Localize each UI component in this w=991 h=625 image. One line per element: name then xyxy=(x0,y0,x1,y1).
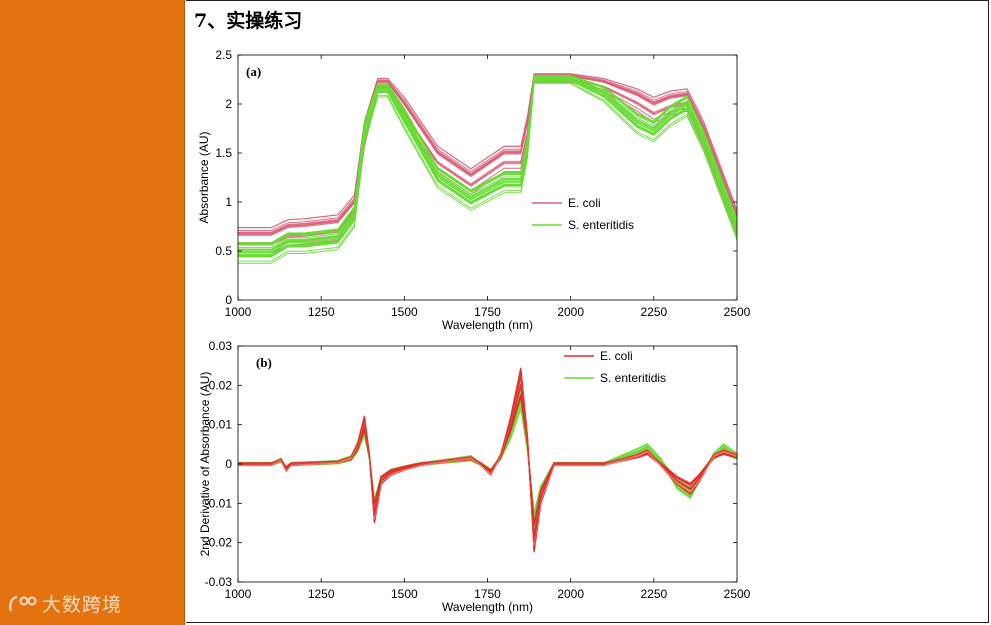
slide-title: 7、实操练习 xyxy=(194,10,303,32)
x-tick-label: 2500 xyxy=(724,305,751,319)
y-tick-label: 2 xyxy=(225,97,232,111)
y-tick-label: 0 xyxy=(225,457,232,471)
brand-logo-icon xyxy=(9,595,37,611)
x-tick-label: 1750 xyxy=(474,587,501,601)
x-tick-label: 1500 xyxy=(391,587,418,601)
x-tick-label: 1250 xyxy=(308,305,335,319)
x-tick-label: 2250 xyxy=(640,587,667,601)
series-0 xyxy=(238,73,738,254)
series-line xyxy=(238,384,738,534)
legend-entry: S. enteritidis xyxy=(568,218,634,232)
x-tick-label: 1750 xyxy=(474,305,501,319)
series-line xyxy=(238,77,738,249)
x-tick-label: 1250 xyxy=(308,587,335,601)
series-line xyxy=(238,396,738,520)
series-line xyxy=(238,391,738,523)
chart-panel-1: 1000 1250 1500 1750 2000 2250 2500 0 0.5 1 1.5 2 2.5… xyxy=(197,48,751,332)
chart-panel-2: 1000 1250 1500 1750 2000 2250 2500 -0.03 -0.02 -0… xyxy=(198,339,751,614)
series-line xyxy=(238,393,738,526)
series-line xyxy=(238,394,738,523)
series-line xyxy=(238,80,738,257)
series-line xyxy=(238,398,738,519)
series-line xyxy=(238,374,738,538)
series-line xyxy=(238,78,738,252)
x-tick-label: 1000 xyxy=(225,305,252,319)
series-line xyxy=(238,80,738,257)
series-line xyxy=(238,78,738,245)
y-tick-label: 0.02 xyxy=(209,378,233,392)
brand-logo: 大数跨境 xyxy=(8,590,122,617)
series-line xyxy=(238,397,738,519)
series-line xyxy=(238,368,738,550)
series-line xyxy=(238,80,738,258)
series-line xyxy=(238,377,738,542)
x-tick-label: 2000 xyxy=(557,305,584,319)
y-tick-label: -0.02 xyxy=(205,536,233,550)
series-line xyxy=(238,73,738,229)
series-line xyxy=(238,79,738,254)
y-tick-label: 1.5 xyxy=(215,146,232,160)
series-line xyxy=(238,385,738,531)
series-1 xyxy=(238,372,738,542)
legend-entry: S. enteritidis xyxy=(600,371,666,385)
y-axis-label: 2nd Derivative of Absorbance (AU) xyxy=(198,372,212,557)
series-line xyxy=(238,398,738,517)
y-tick-label: 1 xyxy=(225,195,232,209)
series-line xyxy=(238,370,738,550)
series-line xyxy=(238,374,738,542)
series-line xyxy=(238,393,738,525)
series-line xyxy=(238,80,738,257)
legend-entry: E. coli xyxy=(600,349,633,363)
x-tick-label: 1000 xyxy=(225,587,252,601)
plot-frame xyxy=(237,54,738,301)
panel-label: (b) xyxy=(256,355,272,370)
y-tick-label: 0 xyxy=(225,293,232,307)
x-tick-label: 2000 xyxy=(557,587,584,601)
sidebar-panel xyxy=(0,0,185,625)
series-line xyxy=(238,77,738,250)
x-tick-label: 2500 xyxy=(724,587,751,601)
panel-label: (a) xyxy=(246,64,261,79)
y-tick-label: -0.01 xyxy=(205,496,233,510)
y-tick-label: 2.5 xyxy=(215,48,232,62)
series-line xyxy=(238,79,738,256)
series-line xyxy=(238,79,738,256)
series-line xyxy=(238,372,738,539)
series-line xyxy=(238,373,738,539)
series-line xyxy=(238,81,738,254)
y-axis-label: Absorbance (AU) xyxy=(197,131,211,223)
series-line xyxy=(238,394,738,525)
y-tick-label: 0.5 xyxy=(215,244,232,258)
series-line xyxy=(238,82,738,264)
series-0 xyxy=(238,367,738,553)
series-line xyxy=(238,375,738,546)
x-tick-label: 2250 xyxy=(640,305,667,319)
series-line xyxy=(238,378,738,539)
legend-entry: E. coli xyxy=(568,196,601,210)
series-line xyxy=(238,79,738,256)
y-tick-label: -0.03 xyxy=(205,575,233,589)
series-line xyxy=(238,75,738,235)
x-axis-label: Wavelength (nm) xyxy=(442,318,533,332)
series-line xyxy=(238,77,738,251)
series-line xyxy=(238,75,738,234)
series-line xyxy=(238,75,738,244)
brand-logo-text: 大数跨境 xyxy=(42,594,123,616)
series-line xyxy=(238,74,738,231)
series-line xyxy=(238,376,738,542)
y-tick-label: 0.01 xyxy=(209,418,233,432)
series-line xyxy=(238,78,738,254)
series-line xyxy=(238,75,738,236)
series-line xyxy=(238,75,738,245)
x-axis-label: Wavelength (nm) xyxy=(442,600,533,614)
series-line xyxy=(238,78,738,246)
series-line xyxy=(238,402,738,516)
series-line xyxy=(238,74,738,233)
y-tick-label: 0.03 xyxy=(209,339,233,353)
x-tick-label: 1500 xyxy=(391,305,418,319)
series-1 xyxy=(238,75,738,264)
series-line xyxy=(238,82,738,262)
content-frame xyxy=(186,0,989,623)
